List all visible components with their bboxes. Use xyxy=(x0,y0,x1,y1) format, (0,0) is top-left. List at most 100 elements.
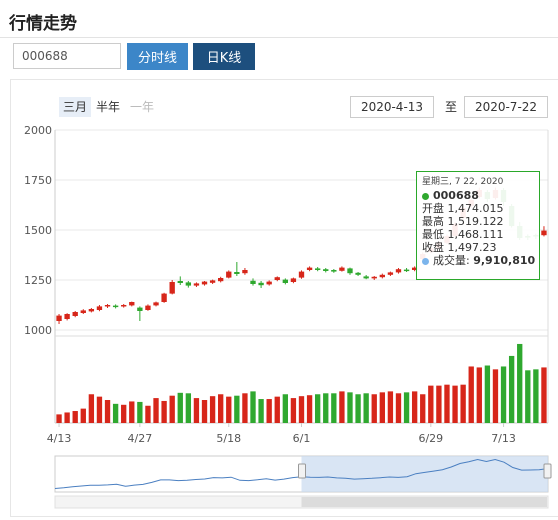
chart-panel xyxy=(10,79,558,517)
tooltip-low: 最低 1,468.111 xyxy=(422,228,504,241)
tooltip-open: 开盘 1,474.015 xyxy=(422,202,504,215)
candle-body xyxy=(72,312,78,316)
candle-body xyxy=(161,293,167,302)
x-tick-label: 6/29 xyxy=(418,432,443,445)
chart-tooltip: 星期三, 7 22, 2020 000688 开盘 1,474.015 最高 1… xyxy=(416,171,540,280)
candle-body xyxy=(306,267,313,270)
candle-body xyxy=(56,315,62,321)
daily-k-button[interactable]: 日K线 xyxy=(193,43,255,70)
candle-body xyxy=(379,274,385,278)
candle-body xyxy=(145,305,151,310)
navigator-left-handle xyxy=(298,463,306,479)
range-1y-tab[interactable]: 一年 xyxy=(130,100,155,114)
range-3m-tab[interactable]: 三月 xyxy=(59,97,92,117)
volume-bar xyxy=(193,398,200,423)
candle-body xyxy=(371,276,377,279)
end-date-input[interactable]: 2020-7-22 xyxy=(464,96,548,118)
volume-bar xyxy=(371,394,377,423)
x-tick-label: 4/27 xyxy=(128,432,153,445)
tooltip-code: 000688 xyxy=(433,189,479,202)
candle-body xyxy=(250,280,256,284)
candle-body xyxy=(258,282,264,286)
volume-bar xyxy=(420,394,426,423)
volume-bar xyxy=(347,392,353,423)
candle-body xyxy=(290,278,297,282)
candle-body xyxy=(234,272,240,274)
intraday-button[interactable]: 分时线 xyxy=(127,43,188,70)
stock-code-input[interactable] xyxy=(13,43,121,69)
volume-bar xyxy=(226,396,232,423)
volume-bar xyxy=(274,396,280,423)
volume-bar xyxy=(541,367,547,423)
volume-bar xyxy=(153,398,159,423)
candle-body xyxy=(282,279,289,283)
candle-body xyxy=(96,306,103,310)
volume-bar xyxy=(452,385,458,423)
volume-bar xyxy=(460,384,466,423)
volume-bar xyxy=(476,367,482,423)
start-date-input[interactable]: 2020-4-13 xyxy=(350,96,434,118)
tooltip-volume-value: 9,910,810 xyxy=(473,254,536,267)
date-separator: 至 xyxy=(445,100,458,114)
volume-bar xyxy=(234,395,240,423)
candle-body xyxy=(347,268,353,274)
volume-bar xyxy=(282,394,289,423)
candle-body xyxy=(387,272,394,275)
volume-bar xyxy=(403,392,410,423)
volume-bar xyxy=(96,396,103,423)
volume-bar xyxy=(242,393,248,423)
volume-bar xyxy=(323,393,329,423)
volume-bar xyxy=(468,366,474,423)
volume-bar xyxy=(411,391,418,423)
candle-body xyxy=(201,281,208,285)
candle-body xyxy=(104,305,111,307)
volume-bar xyxy=(80,408,86,423)
y-tick-label: 1250 xyxy=(24,274,52,287)
candle-body xyxy=(121,305,127,307)
volume-bar xyxy=(339,391,345,423)
candle-body xyxy=(177,281,183,283)
volume-bar xyxy=(250,391,256,423)
page-title: 行情走势 xyxy=(9,14,77,34)
volume-bar xyxy=(72,411,78,423)
tooltip-close: 收盘 1,497.23 xyxy=(422,241,497,254)
candle-body xyxy=(193,283,200,286)
candle-body xyxy=(88,309,95,312)
range-6m-tab[interactable]: 半年 xyxy=(96,100,121,114)
candle-body xyxy=(169,282,175,294)
candle-body xyxy=(80,310,86,313)
candle-body xyxy=(185,282,192,286)
volume-bar xyxy=(169,395,175,423)
navigator-window xyxy=(301,456,548,492)
volume-bar xyxy=(56,414,62,423)
volume-bar xyxy=(209,396,216,423)
y-tick-label: 1500 xyxy=(24,224,52,237)
volume-bar xyxy=(444,384,450,423)
candle-body xyxy=(209,280,216,283)
volume-bar xyxy=(64,412,70,423)
navigator-right-handle xyxy=(543,463,552,479)
volume-bar xyxy=(363,393,369,423)
y-tick-label: 1000 xyxy=(24,324,52,337)
candle-body xyxy=(541,230,547,236)
volume-bar xyxy=(104,400,111,423)
volume-bar xyxy=(121,404,127,423)
volume-bar xyxy=(517,343,523,423)
volume-bar xyxy=(314,394,321,423)
candle-body xyxy=(274,277,280,280)
volume-bar xyxy=(177,392,183,423)
volume-bar xyxy=(355,394,361,423)
candle-body xyxy=(314,268,321,270)
tooltip-volume-label: 成交量: xyxy=(433,254,470,267)
volume-bar xyxy=(484,365,491,423)
volume-bar xyxy=(331,393,337,423)
volume-bar xyxy=(112,403,119,423)
volume-bar xyxy=(218,394,224,423)
candle-body xyxy=(355,272,361,275)
volume-bar xyxy=(137,401,143,423)
volume-bar xyxy=(258,399,264,423)
series-dot-icon xyxy=(422,192,429,200)
volume-bar xyxy=(379,392,385,423)
candle-body xyxy=(112,305,119,308)
navigator-scrollbar-thumb xyxy=(301,497,547,507)
